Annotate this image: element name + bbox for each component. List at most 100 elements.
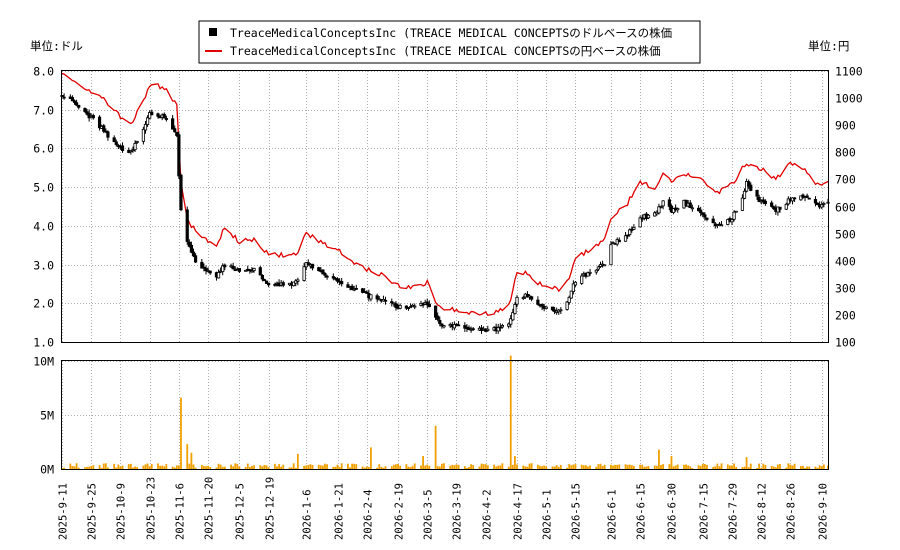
candle-body	[559, 309, 563, 312]
candle-body	[705, 217, 709, 220]
volume-bar	[134, 466, 136, 469]
volume-bar	[758, 463, 761, 469]
volume-bar	[779, 463, 781, 469]
volume-bar	[701, 463, 704, 469]
volume-bar	[117, 464, 120, 469]
volume-bar	[756, 467, 758, 469]
volume-bar	[92, 465, 95, 469]
volume-bar	[215, 467, 218, 469]
price-panel-frame	[61, 70, 829, 343]
date-tick-label: 2025-11-20	[204, 477, 216, 540]
volume-bar	[409, 466, 412, 469]
volume-bar	[296, 453, 299, 469]
volume-bar	[747, 467, 750, 469]
candle-body	[571, 283, 575, 293]
candle-body	[567, 296, 571, 303]
volume-grid	[62, 361, 828, 470]
candle-body	[440, 323, 444, 327]
volume-bar	[317, 464, 320, 469]
candle-body	[340, 281, 344, 285]
candle-body	[603, 264, 607, 267]
volume-bar	[119, 466, 122, 469]
candle-body	[408, 306, 413, 309]
jpy-price-line	[61, 72, 829, 317]
volume-bar	[486, 465, 489, 469]
candle-body	[267, 282, 271, 286]
volume-bar	[221, 466, 224, 469]
volume-bar	[136, 467, 139, 469]
volume-bar	[73, 466, 76, 469]
volume-bar	[324, 463, 326, 469]
candle-body	[191, 251, 196, 257]
volume-tick-label: 5M	[40, 409, 54, 423]
jpy-tick-label: 300	[835, 282, 856, 296]
candle-body	[742, 190, 747, 199]
volume-bar	[478, 466, 481, 469]
volume-bar	[395, 464, 397, 469]
volume-bar	[674, 465, 677, 469]
volume-bar	[526, 466, 529, 469]
volume-bar	[361, 466, 364, 469]
candle-body	[496, 327, 500, 332]
volume-bar	[449, 465, 452, 469]
volume-bar	[232, 466, 235, 469]
volume-bar	[399, 465, 402, 469]
candle-body	[323, 273, 327, 276]
volume-bar	[793, 463, 796, 469]
candle-body	[486, 328, 490, 331]
candle-body	[540, 303, 544, 307]
volume-bar	[422, 456, 424, 469]
volume-bar	[720, 463, 723, 469]
date-axis: 2025-9-11 2025-9-25 2025-10-9 2025-10-23 202…	[58, 477, 830, 540]
candle-body	[325, 275, 329, 278]
volume-bar	[142, 465, 145, 469]
volume-bar	[424, 465, 427, 469]
candle-body	[807, 197, 811, 200]
volume-bar	[480, 463, 483, 469]
volume-bar	[326, 464, 328, 469]
volume-bar	[714, 466, 717, 469]
candle-body	[609, 244, 613, 266]
volume-bar	[392, 464, 395, 469]
volume-bar	[102, 463, 105, 469]
candle-body	[586, 272, 590, 277]
volume-bar	[645, 466, 648, 469]
volume-bar	[777, 464, 779, 469]
legend-label-usd: TreaceMedicalConceptsInc (TREACE MEDICAL…	[230, 26, 672, 40]
volume-bar	[86, 466, 88, 469]
volume-bar	[626, 464, 629, 469]
candle-body	[310, 263, 315, 269]
candle-body	[749, 184, 753, 191]
candle-body	[331, 276, 335, 279]
volume-bar	[566, 467, 569, 469]
date-tick-label: 2026-2-4	[363, 489, 375, 540]
volume-bar	[541, 466, 543, 469]
date-tick-label: 2026-6-30	[667, 483, 679, 540]
jpy-tick-label: 400	[835, 255, 856, 269]
candle-body	[755, 189, 759, 197]
volume-bar	[163, 466, 166, 469]
candle-body	[646, 214, 651, 219]
volume-bar	[516, 464, 518, 469]
candle-body	[306, 262, 310, 266]
volume-bar	[230, 464, 232, 469]
volume-bar	[188, 463, 191, 469]
candle-body	[456, 324, 461, 327]
volume-bar	[791, 465, 794, 469]
volume-bar	[587, 466, 589, 469]
volume-bar	[466, 467, 468, 469]
candle-body	[346, 284, 350, 288]
candle-body	[231, 265, 235, 270]
date-tick-label: 2025-9-11	[58, 483, 70, 540]
candle-body	[732, 211, 736, 220]
candle-body	[696, 207, 701, 212]
volume-bar	[238, 466, 241, 469]
candle-body	[638, 217, 642, 228]
volume-bar	[570, 465, 573, 469]
date-tick-label: 2026-3-5	[423, 489, 435, 540]
candle-body	[786, 198, 790, 205]
volume-bar	[175, 465, 178, 469]
volume-bar	[706, 464, 708, 469]
candle-body	[471, 328, 475, 331]
volume-axis: 0M 5M 10M	[33, 355, 54, 477]
